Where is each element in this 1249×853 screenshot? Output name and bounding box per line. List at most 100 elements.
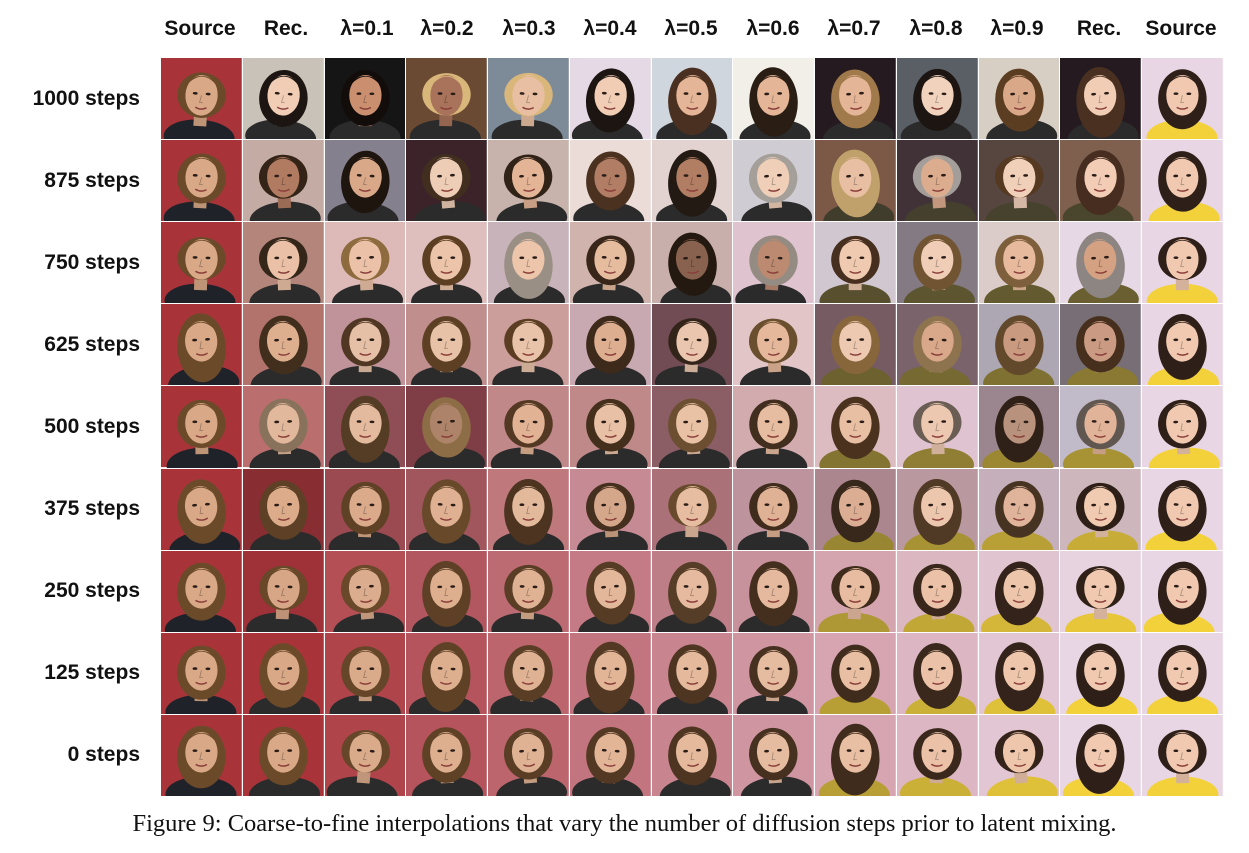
face-image-r2-c12 [1142,222,1223,304]
face-image-r6-c8 [815,550,896,632]
face-image-r3-c0 [161,304,242,386]
face-image-r0-c12 [1142,58,1223,140]
face-image-r0-c2 [324,58,406,140]
face-image-r1-c0 [161,140,242,222]
face-image-r0-c4 [488,58,569,140]
face-image-r1-c8 [815,140,896,222]
face-image-r0-c1 [242,58,324,140]
col-header-lambda-0-5: λ=0.5 [664,17,718,40]
face-image-r2-c5 [569,222,651,304]
face-image-r3-c8 [815,304,896,386]
face-image-r0-c9 [896,58,978,140]
face-image-r1-c7 [733,140,815,222]
face-image-r3-c10 [978,304,1060,386]
face-image-r7-c0 [161,632,242,714]
face-image-r2-c7 [733,222,815,304]
face-image-r4-c6 [651,386,733,468]
face-image-r7-c8 [815,632,896,714]
row-label-625-steps: 625 steps [44,333,140,356]
face-image-r8-c2 [324,714,406,796]
face-image-r6-c10 [978,550,1060,632]
face-image-r7-c4 [488,632,569,714]
face-image-r5-c4 [488,468,569,550]
col-header-lambda-0-9: λ=0.9 [990,17,1044,40]
face-image-r4-c11 [1060,386,1142,468]
face-image-r7-c1 [242,632,324,714]
face-image-r2-c3 [406,222,488,304]
face-image-r4-c2 [324,386,406,468]
face-image-r5-c8 [815,468,896,550]
face-image-r5-c1 [242,468,324,550]
face-image-r4-c7 [733,386,815,468]
face-image-r0-c8 [815,58,896,140]
face-image-r2-c6 [651,222,733,304]
row-label-875-steps: 875 steps [44,169,140,192]
face-image-r4-c12 [1142,386,1223,468]
face-image-r5-c10 [978,468,1060,550]
face-image-r5-c7 [733,468,815,550]
face-image-r2-c2 [324,222,406,304]
face-image-r2-c1 [242,222,324,304]
face-image-r8-c12 [1142,714,1223,796]
col-header-lambda-0-3: λ=0.3 [502,17,556,40]
col-header-lambda-0-6: λ=0.6 [746,17,800,40]
face-image-r8-c1 [242,714,324,796]
face-image-r0-c10 [978,58,1060,140]
face-image-r2-c0 [161,222,242,304]
face-image-r1-c1 [242,140,324,222]
face-image-r4-c8 [815,386,896,468]
face-image-r4-c1 [242,386,324,468]
face-image-r2-c8 [815,222,896,304]
face-image-r4-c5 [569,386,651,468]
row-label-1000-steps: 1000 steps [32,87,140,110]
face-image-r6-c0 [161,550,242,632]
col-header-lambda-0-8: λ=0.8 [909,17,963,40]
face-image-r3-c12 [1142,304,1223,386]
face-image-r0-c0 [161,58,242,140]
face-image-r4-c3 [406,386,488,468]
face-image-r1-c6 [651,140,733,222]
col-header-lambda-0-1: λ=0.1 [340,17,394,40]
face-image-r8-c0 [161,714,242,796]
face-image-r3-c5 [569,304,651,386]
face-image-r6-c5 [569,550,651,632]
face-image-r8-c6 [651,714,733,796]
face-image-r7-c11 [1060,632,1142,714]
face-image-r1-c11 [1060,140,1142,222]
face-image-r3-c2 [324,304,406,386]
face-image-r6-c1 [242,550,324,632]
col-header-source-right: Source [1145,17,1217,40]
col-header-rec-left: Rec. [263,17,309,40]
row-label-750-steps: 750 steps [44,251,140,274]
face-image-r0-c6 [651,58,733,140]
col-header-lambda-0-4: λ=0.4 [583,17,637,40]
face-image-r6-c9 [896,550,978,632]
face-image-r8-c7 [733,714,815,796]
face-image-r0-c5 [569,58,651,140]
face-image-r7-c5 [569,632,651,714]
face-image-r4-c9 [896,386,978,468]
face-image-r8-c10 [978,714,1060,796]
col-header-source-left: Source [164,17,236,40]
face-image-r5-c12 [1142,468,1223,550]
face-image-r8-c11 [1060,714,1142,796]
face-image-r6-c2 [324,550,406,632]
row-label-250-steps: 250 steps [44,579,140,602]
face-image-r6-c7 [733,550,815,632]
face-image-r1-c10 [978,140,1060,222]
face-image-r2-c9 [896,222,978,304]
face-image-r5-c9 [896,468,978,550]
face-image-r1-c12 [1142,140,1223,222]
face-image-r7-c7 [733,632,815,714]
face-image-r6-c6 [651,550,733,632]
face-image-r7-c10 [978,632,1060,714]
face-image-r5-c11 [1060,468,1142,550]
face-image-r8-c4 [488,714,569,796]
face-image-r7-c9 [896,632,978,714]
face-image-r2-c11 [1060,222,1142,304]
face-image-r1-c3 [406,140,488,222]
face-image-r3-c6 [651,304,733,386]
col-header-lambda-0-2: λ=0.2 [420,17,474,40]
face-image-r0-c11 [1060,58,1142,140]
face-image-r0-c7 [733,58,815,140]
